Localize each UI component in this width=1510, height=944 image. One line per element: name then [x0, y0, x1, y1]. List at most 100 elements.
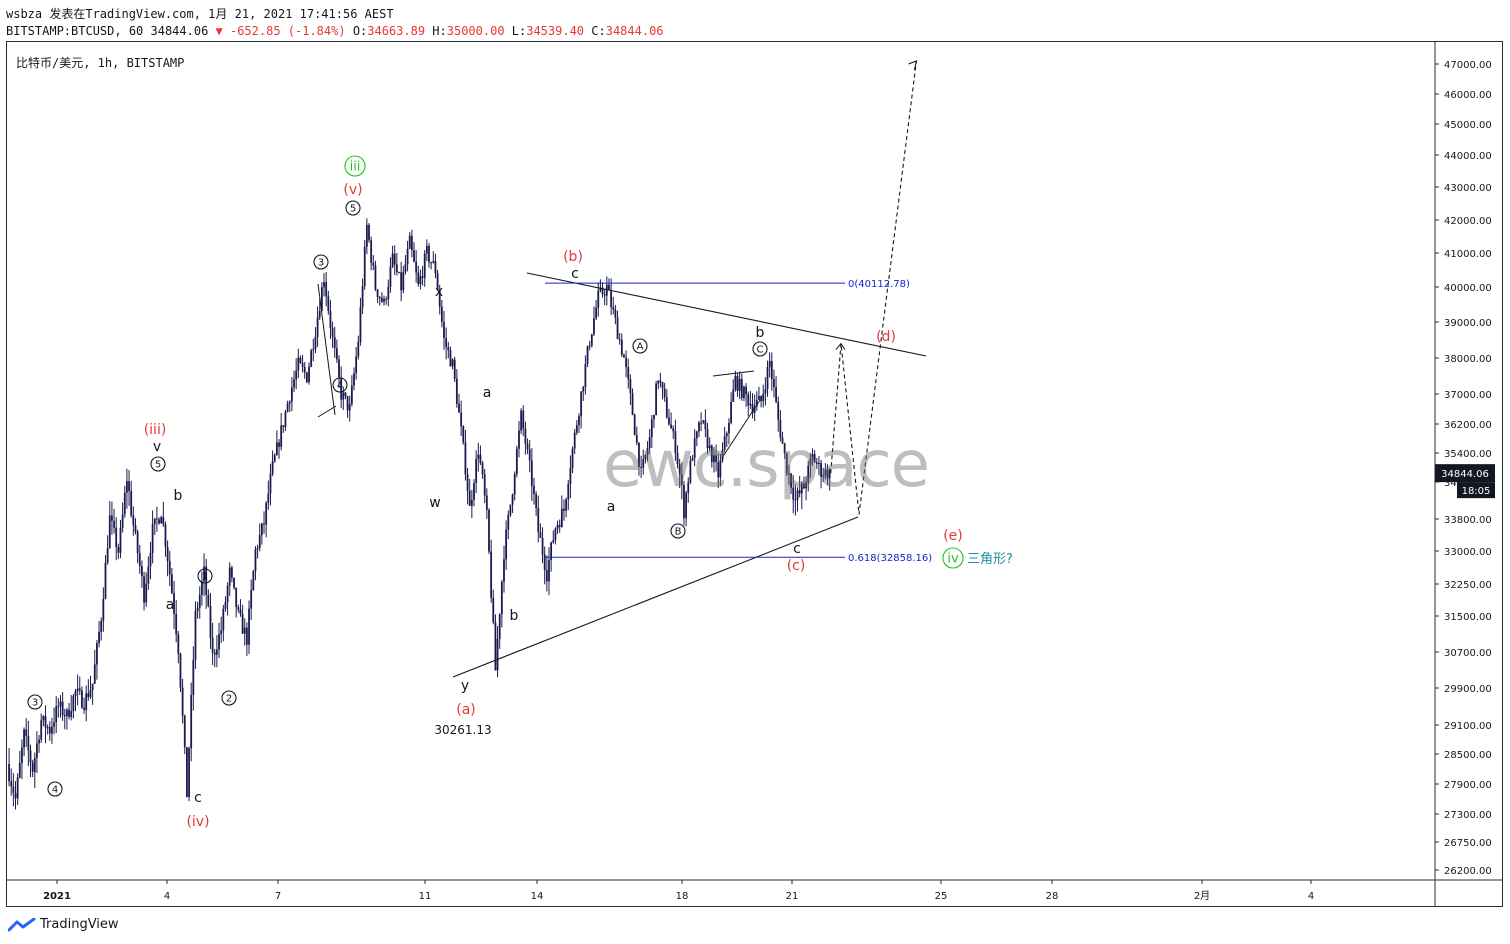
candle-body — [683, 485, 685, 519]
candle-body — [807, 465, 810, 483]
candle-body — [153, 518, 156, 525]
candle-body — [387, 286, 390, 300]
candle-body — [565, 499, 568, 511]
candle-body — [145, 583, 148, 603]
candle-body — [57, 706, 60, 708]
candle-body — [224, 602, 227, 609]
candle-body — [25, 729, 28, 737]
wave-label-circled: A — [637, 342, 644, 353]
candle-body — [659, 380, 662, 383]
candle-body — [430, 262, 433, 264]
candle-body — [33, 757, 36, 772]
candle-body — [278, 442, 280, 447]
candle-body — [785, 453, 788, 474]
wave-label-black: 30261.13 — [434, 723, 491, 737]
candle-body — [126, 481, 128, 493]
candle-body — [753, 406, 756, 413]
candle-body — [665, 397, 668, 418]
candle-body — [436, 273, 439, 291]
candle-body — [222, 608, 225, 631]
wave-label-black: c — [793, 541, 801, 557]
candle-body — [635, 435, 638, 443]
candle-body — [183, 715, 186, 748]
candle-body — [128, 481, 130, 492]
wave-label-green: iii — [350, 160, 361, 175]
countdown-value: 18:05 — [1462, 486, 1491, 497]
y-tick-label: 33000.00 — [1444, 547, 1492, 558]
candle-body — [239, 609, 242, 615]
x-tick-label: 2月 — [1194, 890, 1210, 902]
candle-body — [228, 567, 231, 586]
candle-body — [640, 466, 643, 468]
countdown-tag — [1457, 482, 1495, 499]
open-value: 34663.89 — [367, 24, 426, 38]
wave-label-circled-circle — [345, 200, 361, 216]
candle-body — [31, 762, 34, 772]
candle-body — [342, 392, 345, 400]
candle-body — [23, 729, 25, 748]
candle-body — [156, 518, 158, 520]
candle-body — [327, 296, 330, 312]
candle-body — [376, 289, 379, 298]
y-tick-label: 29900.00 — [1444, 684, 1492, 695]
candle-body — [575, 425, 578, 433]
wave-label-black: c — [194, 790, 202, 806]
tradingview-brand[interactable]: TradingView — [8, 917, 119, 932]
candle-body — [357, 341, 360, 357]
candle-body — [192, 659, 195, 695]
y-tick-label: 32250.00 — [1444, 580, 1492, 591]
candle-body — [723, 436, 726, 450]
candle-body — [740, 378, 743, 399]
candle-body — [85, 693, 88, 711]
candle-body — [721, 449, 724, 461]
y-tick-label: 27900.00 — [1444, 780, 1492, 791]
candle-body — [674, 431, 677, 453]
chart-frame[interactable] — [6, 41, 1503, 907]
wave-label-circled: 5 — [155, 460, 161, 471]
triangle-upper-line — [526, 272, 927, 357]
candle-body — [777, 401, 780, 420]
candle-body — [203, 566, 205, 582]
candle-body — [764, 389, 767, 394]
x-tick-label: 7 — [275, 891, 281, 902]
candle-body — [440, 306, 443, 322]
wave-label-circled: 2 — [226, 694, 232, 705]
candle-body — [730, 401, 732, 424]
candle-body — [710, 445, 713, 463]
wave-label-circled: 3 — [32, 698, 38, 709]
y-tick-label: 31500.00 — [1444, 612, 1492, 623]
candle-body — [539, 531, 542, 538]
candle-body — [749, 403, 752, 406]
wave-label-black: w — [429, 495, 440, 511]
x-tick-label: 4 — [164, 891, 170, 902]
y-tick-label: 37000.00 — [1444, 390, 1492, 401]
candle-body — [385, 298, 388, 300]
candle-body — [136, 531, 139, 554]
candle-body — [106, 548, 109, 563]
candle-body — [537, 508, 540, 532]
wedge-line-2 — [317, 405, 337, 418]
candle-body — [286, 403, 289, 412]
candle-body — [91, 683, 94, 691]
candle-body — [597, 290, 600, 308]
candle-body — [779, 419, 782, 438]
candle-body — [533, 485, 535, 495]
candle-body — [702, 420, 705, 423]
candle-body — [560, 508, 563, 527]
candle-body — [215, 649, 218, 655]
wave-label-circled-circle — [313, 254, 329, 270]
candle-body — [650, 419, 653, 438]
candle-body — [492, 597, 495, 623]
candle-body — [406, 248, 409, 265]
candle-body — [644, 454, 647, 459]
candle-body — [260, 523, 263, 535]
candle-body — [423, 253, 426, 278]
symbol-interval-price: BITSTAMP:BTCUSD, 60 34844.06 — [6, 24, 209, 38]
candle-body — [48, 727, 51, 734]
wave-label-black: a — [607, 499, 616, 515]
candle-body — [395, 264, 398, 273]
candle-body — [488, 509, 490, 552]
candle-body — [61, 701, 64, 716]
candle-body — [288, 401, 291, 404]
